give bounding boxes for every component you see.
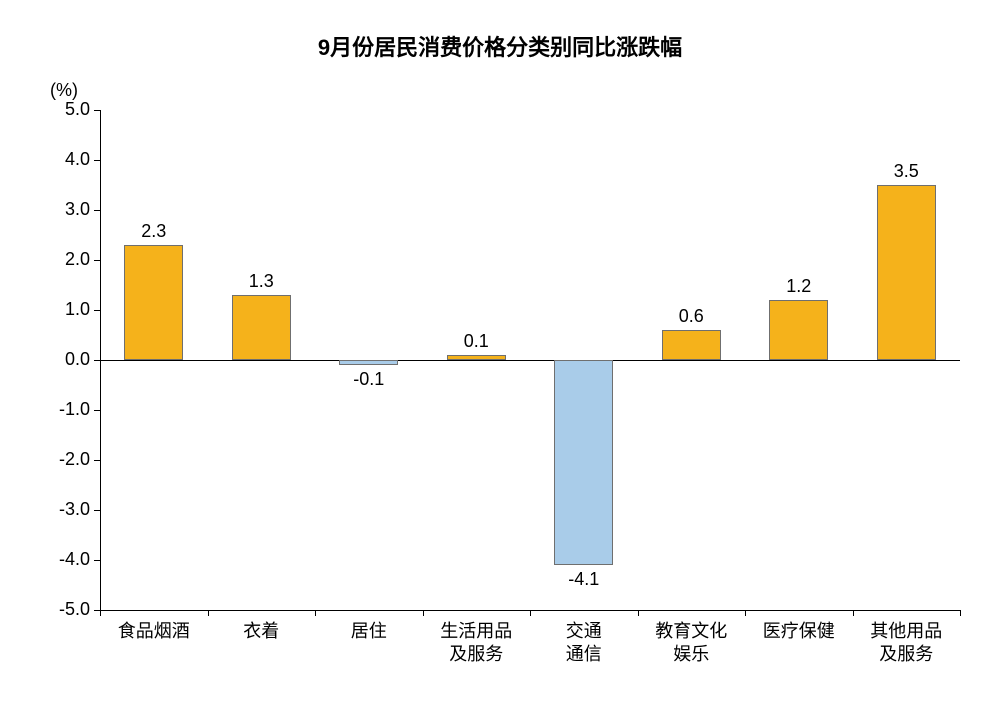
bar [447, 355, 506, 360]
y-tick-label: -1.0 [40, 399, 90, 420]
chart-container: 9月份居民消费价格分类别同比涨跌幅 (%) -5.0-4.0-3.0-2.0-1… [0, 0, 1000, 710]
y-tick-mark [94, 260, 100, 261]
x-category-label: 交通 通信 [530, 620, 638, 665]
y-tick-mark [94, 510, 100, 511]
y-tick-label: 3.0 [40, 199, 90, 220]
bar-value-label: 3.5 [853, 161, 961, 182]
y-tick-label: 0.0 [40, 349, 90, 370]
x-category-label: 生活用品 及服务 [423, 620, 531, 665]
bar-value-label: -4.1 [530, 569, 638, 590]
bar [769, 300, 828, 360]
x-category-label: 医疗保健 [745, 620, 853, 643]
bar-value-label: -0.1 [315, 369, 423, 390]
y-tick-label: 5.0 [40, 99, 90, 120]
y-tick-mark [94, 110, 100, 111]
y-tick-mark [94, 310, 100, 311]
y-tick-mark [94, 210, 100, 211]
x-category-label: 衣着 [208, 620, 316, 643]
y-tick-label: -4.0 [40, 549, 90, 570]
bar-value-label: 1.2 [745, 276, 853, 297]
bar [232, 295, 291, 360]
y-tick-label: 4.0 [40, 149, 90, 170]
y-tick-mark [94, 560, 100, 561]
plot-area: -5.0-4.0-3.0-2.0-1.00.01.02.03.04.05.02.… [100, 110, 960, 610]
y-tick-label: -3.0 [40, 499, 90, 520]
bar [662, 330, 721, 360]
y-tick-mark [94, 160, 100, 161]
x-category-label: 食品烟酒 [100, 620, 208, 643]
bar [877, 185, 936, 360]
bar-value-label: 0.1 [423, 331, 531, 352]
x-category-label: 教育文化 娱乐 [638, 620, 746, 665]
y-tick-label: -5.0 [40, 599, 90, 620]
bar [554, 360, 613, 565]
bar [124, 245, 183, 360]
y-tick-label: 2.0 [40, 249, 90, 270]
chart-title: 9月份居民消费价格分类别同比涨跌幅 [0, 30, 1000, 62]
x-axis-bottom-line [100, 610, 960, 611]
x-tick-mark [960, 610, 961, 616]
x-category-label: 其他用品 及服务 [853, 620, 961, 665]
bar-value-label: 1.3 [208, 271, 316, 292]
bar-value-label: 2.3 [100, 221, 208, 242]
x-axis-zero-line [100, 360, 960, 361]
y-tick-label: 1.0 [40, 299, 90, 320]
y-tick-mark [94, 460, 100, 461]
x-category-label: 居住 [315, 620, 423, 643]
y-axis-unit-label: (%) [50, 80, 78, 101]
y-tick-mark [94, 410, 100, 411]
bar [339, 360, 398, 365]
bar-value-label: 0.6 [638, 306, 746, 327]
y-tick-label: -2.0 [40, 449, 90, 470]
y-tick-mark [94, 360, 100, 361]
